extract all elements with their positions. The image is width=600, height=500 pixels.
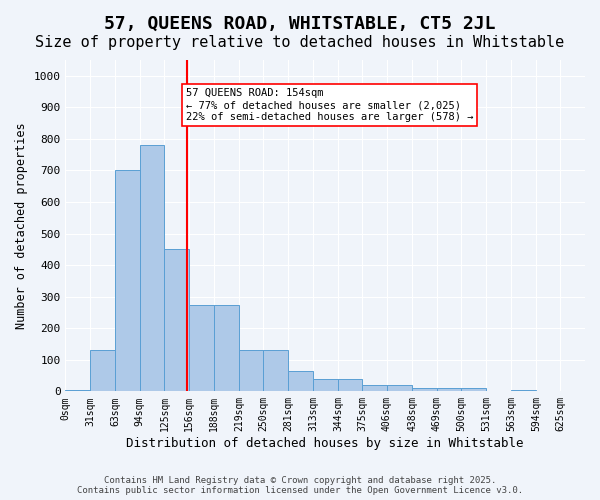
Bar <box>239 350 263 392</box>
Bar <box>90 350 115 392</box>
Bar <box>140 145 164 392</box>
X-axis label: Distribution of detached houses by size in Whitstable: Distribution of detached houses by size … <box>127 437 524 450</box>
Bar <box>437 388 461 392</box>
Bar <box>461 388 486 392</box>
Bar <box>412 388 437 392</box>
Bar <box>214 304 239 392</box>
Bar <box>387 385 412 392</box>
Bar <box>362 385 387 392</box>
Bar <box>65 390 90 392</box>
Bar <box>115 170 140 392</box>
Text: 57, QUEENS ROAD, WHITSTABLE, CT5 2JL: 57, QUEENS ROAD, WHITSTABLE, CT5 2JL <box>104 15 496 33</box>
Bar <box>313 380 338 392</box>
Bar <box>288 371 313 392</box>
Bar <box>338 380 362 392</box>
Bar <box>164 250 189 392</box>
Text: Contains HM Land Registry data © Crown copyright and database right 2025.
Contai: Contains HM Land Registry data © Crown c… <box>77 476 523 495</box>
Bar <box>511 390 536 392</box>
Bar <box>189 304 214 392</box>
Text: 57 QUEENS ROAD: 154sqm
← 77% of detached houses are smaller (2,025)
22% of semi-: 57 QUEENS ROAD: 154sqm ← 77% of detached… <box>186 88 473 122</box>
Text: Size of property relative to detached houses in Whitstable: Size of property relative to detached ho… <box>35 35 565 50</box>
Y-axis label: Number of detached properties: Number of detached properties <box>15 122 28 329</box>
Bar <box>263 350 288 392</box>
